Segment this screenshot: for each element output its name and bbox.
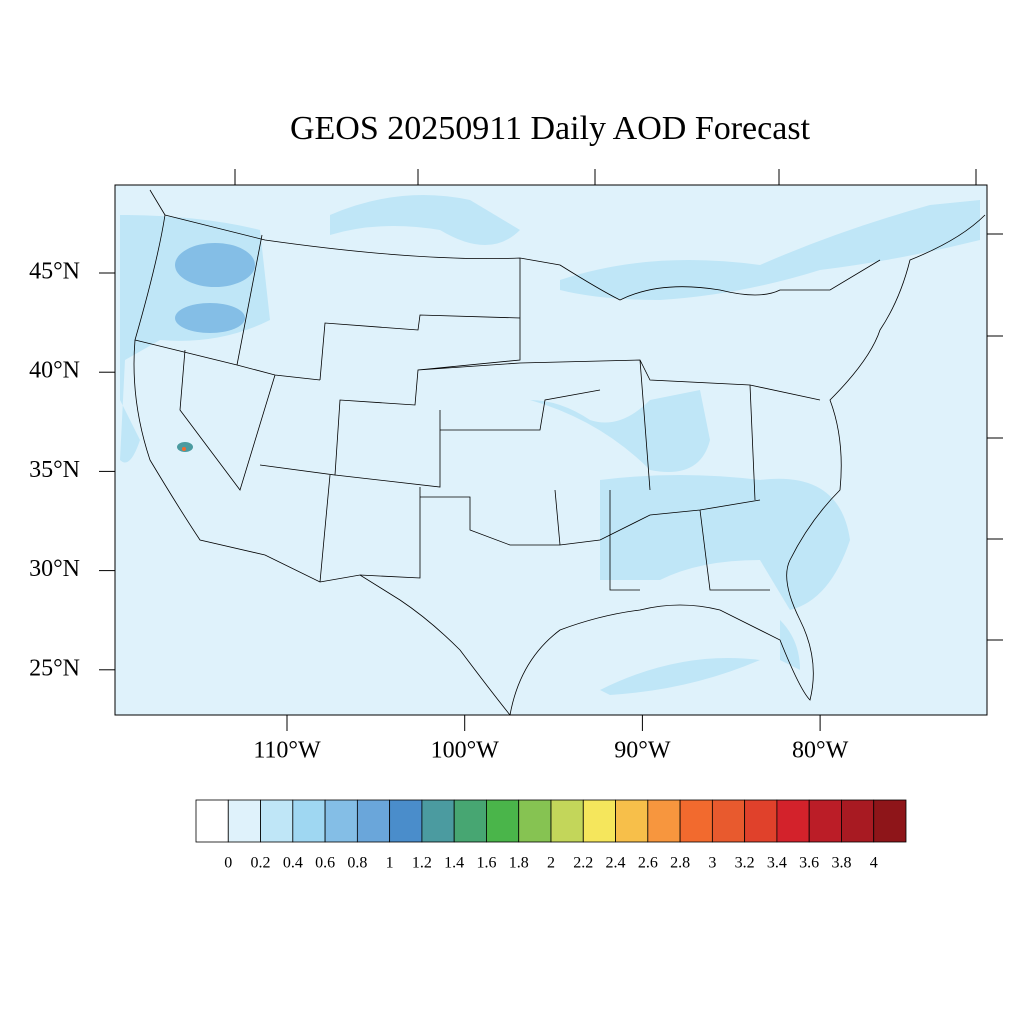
colorbar-label: 0.4 xyxy=(283,855,303,872)
lon-label: 100°W xyxy=(431,738,500,764)
colorbar-label: 0 xyxy=(224,855,232,872)
map xyxy=(114,169,1003,716)
colorbar-swatch xyxy=(841,799,875,843)
colorbar-swatch xyxy=(518,799,552,843)
colorbar-swatch xyxy=(486,799,520,843)
colorbar-label: 3.6 xyxy=(799,855,819,872)
colorbar-label: 0.2 xyxy=(251,855,271,872)
colorbar-label: 3.8 xyxy=(831,855,851,872)
colorbar-swatch xyxy=(227,799,261,843)
boundaries xyxy=(133,189,986,716)
colorbar-label: 2.4 xyxy=(606,855,626,872)
map-frame xyxy=(114,184,988,716)
frame-ticks xyxy=(234,169,1003,641)
colorbar-label: 1.8 xyxy=(509,855,529,872)
lon-label: 90°W xyxy=(614,738,671,764)
colorbar-swatch xyxy=(324,799,358,843)
colorbar-swatch xyxy=(453,799,487,843)
colorbar-swatch xyxy=(389,799,423,843)
aod-plumes-dense xyxy=(175,243,255,333)
colorbar-label: 2.2 xyxy=(573,855,593,872)
colorbar-label: 1.4 xyxy=(444,855,464,872)
colorbar-swatch xyxy=(292,799,326,843)
colorbar-swatch xyxy=(744,799,778,843)
colorbar-label: 0.6 xyxy=(315,855,335,872)
lat-label: 25°N xyxy=(29,655,80,681)
colorbar-swatch xyxy=(195,799,229,843)
axis-labels: 45°N 40°N 35°N 30°N 25°N 110°W 100°W 90°W 80°W xyxy=(29,259,849,764)
colorbar-label: 3 xyxy=(708,855,716,872)
colorbar-swatch xyxy=(647,799,681,843)
colorbar-swatch xyxy=(421,799,455,843)
colorbar-label: 1 xyxy=(386,855,394,872)
colorbar-swatch xyxy=(873,799,907,843)
colorbar-swatch xyxy=(356,799,391,843)
colorbar: 0 0.2 0.4 0.6 0.8 1 1.2 1.4 1.6 1.8 2 2.2 2.4 2.6 2.8 3… xyxy=(195,799,907,872)
colorbar-label: 1.6 xyxy=(476,855,496,872)
lat-label: 35°N xyxy=(29,457,80,483)
lon-label: 110°W xyxy=(253,738,321,764)
colorbar-label: 2 xyxy=(547,855,555,872)
colorbar-label: 4 xyxy=(870,855,878,872)
colorbar-label: 2.8 xyxy=(670,855,690,872)
colorbar-swatch xyxy=(582,799,616,843)
title: GEOS 20250911 Daily AOD Forecast xyxy=(290,110,811,147)
lat-label: 30°N xyxy=(29,556,80,582)
colorbar-swatch xyxy=(550,799,584,843)
colorbar-swatch xyxy=(679,799,713,843)
colorbar-swatch xyxy=(711,799,746,843)
colorbar-label: 0.8 xyxy=(347,855,367,872)
colorbar-swatch xyxy=(808,799,842,843)
colorbar-label: 2.6 xyxy=(638,855,658,872)
colorbar-label: 1.2 xyxy=(412,855,432,872)
lat-label: 45°N xyxy=(29,259,80,285)
colorbar-swatch xyxy=(615,799,649,843)
colorbar-label: 3.2 xyxy=(735,855,755,872)
colorbar-swatch xyxy=(776,799,810,843)
lat-label: 40°N xyxy=(29,358,80,384)
lon-label: 80°W xyxy=(792,738,849,764)
fire-plume xyxy=(177,442,193,452)
colorbar-label: 3.4 xyxy=(767,855,787,872)
colorbar-swatch xyxy=(260,799,294,843)
